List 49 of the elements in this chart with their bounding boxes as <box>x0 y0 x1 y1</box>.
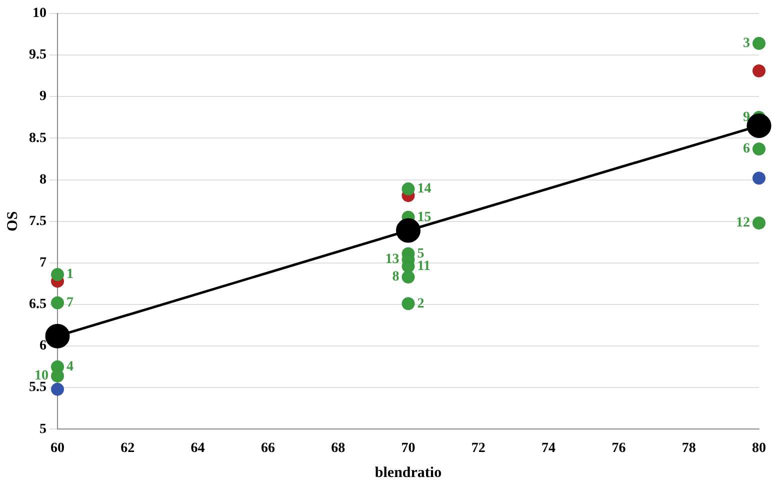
y-tick-label: 8 <box>40 172 46 188</box>
annotation: 9 <box>743 110 750 126</box>
annotation: 12 <box>736 216 750 231</box>
point <box>752 64 766 78</box>
annotation: 14 <box>417 182 432 197</box>
point <box>51 369 64 382</box>
y-tick-label: 5.5 <box>29 380 46 396</box>
annotation: 7 <box>66 295 74 310</box>
x-tick-label: 76 <box>612 441 626 456</box>
annotation: 13 <box>385 252 400 268</box>
point <box>752 142 766 156</box>
annotation: 15 <box>417 210 432 225</box>
point <box>402 297 415 310</box>
y-tick-label: 10 <box>32 6 46 22</box>
y-tick-label: 9 <box>40 89 46 104</box>
x-tick-label: 74 <box>542 441 556 456</box>
y-tick-label: 8.5 <box>29 130 46 146</box>
y-tick-label: 6.5 <box>29 297 46 312</box>
annotation: 8 <box>392 270 400 285</box>
point <box>752 36 766 50</box>
y-axis-title: OS <box>4 211 21 232</box>
x-tick-label: 60 <box>50 441 64 456</box>
y-tick-label: 7 <box>40 256 46 271</box>
x-tick-label: 66 <box>260 441 275 456</box>
x-tick-label: 64 <box>190 441 205 456</box>
x-tick-label: 78 <box>682 441 696 456</box>
annotation: 4 <box>66 359 74 374</box>
y-tick-label: 5 <box>40 422 46 437</box>
x-tick-label: 68 <box>331 441 346 456</box>
point <box>45 324 70 348</box>
point <box>402 270 415 284</box>
annotation: 2 <box>417 296 424 312</box>
x-tick-label: 62 <box>120 441 135 456</box>
x-tick-label: 72 <box>471 441 486 456</box>
annotation: 5 <box>417 246 424 262</box>
annotation: 1 <box>66 267 74 282</box>
point <box>51 268 64 282</box>
point <box>402 182 415 196</box>
y-tick-label: 9.5 <box>29 48 46 63</box>
x-tick-label: 80 <box>752 441 766 456</box>
annotation: 3 <box>743 36 750 52</box>
point <box>752 216 766 230</box>
x-tick-label: 70 <box>401 441 416 456</box>
y-tick-label: 6 <box>40 338 46 354</box>
x-axis-title: blendratio <box>374 464 442 481</box>
annotation: 6 <box>743 142 750 157</box>
y-tick-label: 7.5 <box>29 214 46 229</box>
point <box>752 172 766 185</box>
annotation: 11 <box>417 258 430 274</box>
